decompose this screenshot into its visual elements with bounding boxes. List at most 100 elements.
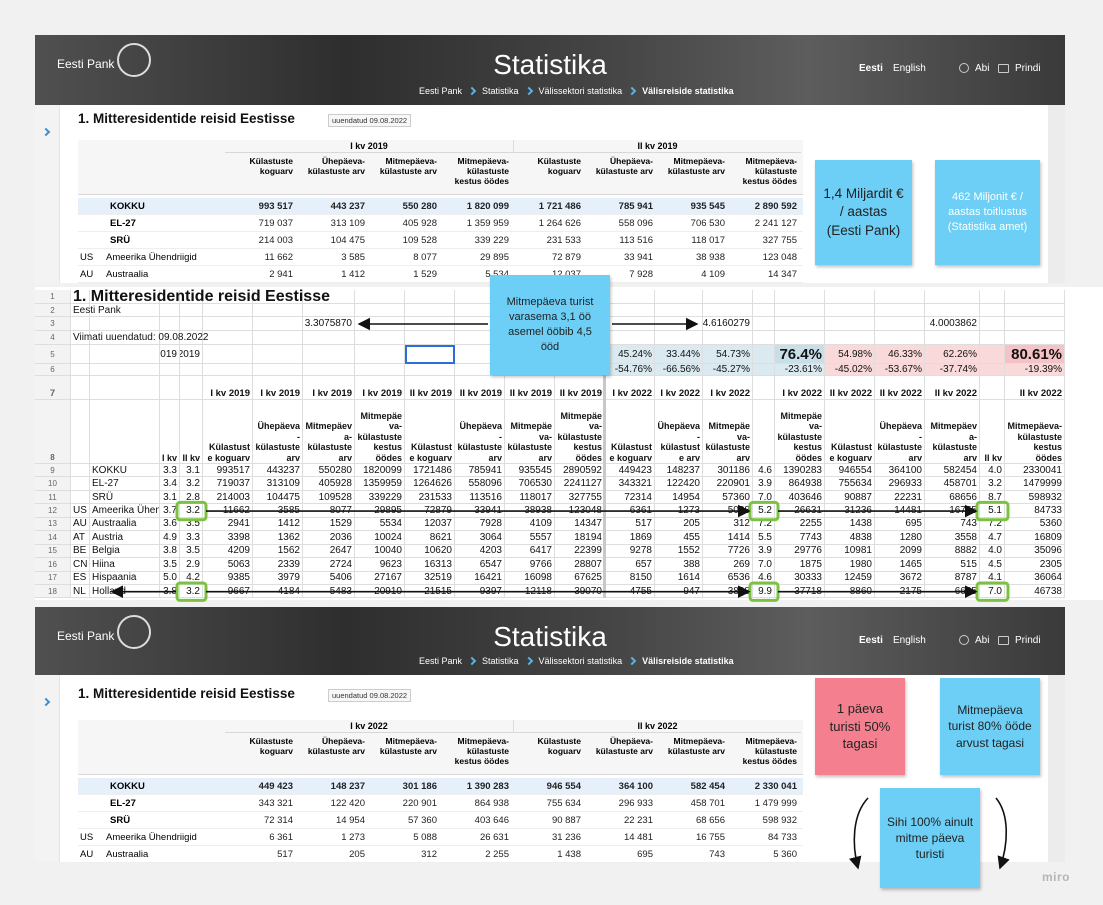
sheet-cell: 1438 — [825, 517, 875, 532]
sheet-header-cell — [180, 290, 203, 304]
row-label: SRÜ — [110, 815, 131, 826]
sheet-cell: 214003 — [203, 490, 253, 505]
breadcrumb-link[interactable]: Välissektori statistika — [538, 86, 623, 96]
row-label: EL-27 — [110, 798, 136, 809]
sheet-cell: 8860 — [825, 584, 875, 599]
sheet-cell: 6417 — [505, 544, 555, 559]
sheet-cell: 3.2 — [180, 477, 203, 491]
sheet-header-cell — [980, 304, 1005, 317]
table-cell: 29 895 — [479, 252, 509, 263]
breadcrumb-link[interactable]: Välisreiside statistika — [642, 656, 734, 666]
breadcrumb-separator — [524, 656, 533, 666]
sheet-header-cell: 3.3075870 — [303, 317, 355, 331]
sheet-cell: 2724 — [303, 558, 355, 572]
breadcrumb-link[interactable]: Välisreiside statistika — [642, 86, 734, 96]
sheet-header-cell: 76.4% — [775, 345, 825, 364]
sheet-header-cell — [703, 290, 753, 304]
sheet-cell: 2890592 — [555, 464, 605, 478]
sheet-cell: 231533 — [405, 490, 455, 505]
table-cell: 755 634 — [546, 798, 581, 809]
sheet-cell: 4203 — [455, 544, 505, 559]
breadcrumb-link[interactable]: Eesti Pank — [419, 86, 463, 96]
sheet-header-cell — [90, 317, 160, 331]
sheet-header-cell — [703, 331, 753, 345]
group-header: II kv 2019 — [513, 140, 801, 153]
sheet-header-cell — [980, 345, 1005, 364]
sheet-header-cell — [71, 400, 90, 464]
table-title: 1. Mitteresidentide reisid Eestisse — [78, 686, 295, 701]
row-number: 8 — [35, 400, 71, 464]
sheet-cell: Austraalia — [90, 517, 160, 532]
sheet-header-cell — [253, 345, 303, 364]
sheet-cell: 7928 — [455, 517, 505, 532]
sheet-header-cell — [1005, 317, 1065, 331]
sheet-cell: 16809 — [1005, 531, 1065, 545]
side-strip — [35, 105, 60, 283]
help-icon — [959, 635, 969, 645]
sheet-cell: 7.2 — [753, 517, 775, 532]
sheet-header-cell — [203, 317, 253, 331]
sheet-header-cell: II kv 2022 — [825, 376, 875, 400]
sheet-cell: 16313 — [405, 558, 455, 572]
sheet-cell: 36064 — [1005, 571, 1065, 585]
language-link[interactable]: English — [893, 635, 926, 646]
breadcrumb-link[interactable]: Eesti Pank — [419, 656, 463, 666]
sheet-cell: 9623 — [355, 558, 405, 572]
language-link[interactable]: Eesti — [859, 635, 883, 646]
sheet-header-cell — [875, 290, 925, 304]
sheet-header-cell: 45.24% — [605, 345, 655, 364]
sheet-cell: 755634 — [825, 477, 875, 491]
sheet-header-cell: Mitmepäeva-külastuste kestus öödes — [355, 400, 405, 464]
language-link[interactable]: Eesti — [859, 63, 883, 74]
sheet-header-cell — [160, 317, 180, 331]
table-cell: 946 554 — [546, 781, 581, 792]
sticky-note: Sihi 100% ainult mitme päeva turisti — [880, 788, 980, 888]
sheet-header-cell — [980, 317, 1005, 331]
breadcrumb-link[interactable]: Statistika — [482, 656, 519, 666]
row-number: 5 — [35, 345, 71, 364]
sheet-cell: 7.0 — [980, 584, 1005, 599]
table-cell: 22 231 — [623, 815, 653, 826]
column-header: Külastuste koguarv — [249, 156, 293, 176]
selected-cell[interactable] — [405, 345, 455, 364]
print-link[interactable]: Prindi — [1015, 63, 1041, 74]
sheet-cell: KOKKU — [90, 464, 160, 478]
table-cell: 2 890 592 — [754, 201, 797, 212]
sheet-cell: 6536 — [703, 571, 753, 585]
breadcrumb-link[interactable]: Statistika — [482, 86, 519, 96]
table-cell: 312 — [421, 849, 437, 860]
sheet-cell: AT — [71, 531, 90, 545]
table-cell: 113 516 — [619, 235, 653, 246]
sheet-header-cell: II kv 2019 — [455, 376, 505, 400]
sheet-cell: 458701 — [925, 477, 980, 491]
table-cell: 343 321 — [258, 798, 293, 809]
sheet-cell: 993517 — [203, 464, 253, 478]
country-code: US — [80, 252, 94, 263]
language-link[interactable]: English — [893, 63, 926, 74]
table-cell: 33 941 — [623, 252, 653, 263]
sheet-cell: 3.5 — [180, 544, 203, 559]
sheet-cell: 4.7 — [980, 531, 1005, 545]
column-header: Külastuste koguarv — [537, 736, 581, 756]
sheet-header-cell — [90, 364, 160, 376]
group-header: I kv 2022 — [225, 720, 513, 733]
sheet-cell: Ameerika Ühendriigid — [90, 504, 160, 518]
sheet-cell: 4.6 — [753, 571, 775, 585]
sheet-cell: 296933 — [875, 477, 925, 491]
sheet-cell: 16421 — [455, 571, 505, 585]
sheet-cell: 14954 — [655, 490, 703, 505]
sheet-cell: SRÜ — [90, 490, 160, 505]
sheet-header-cell — [875, 331, 925, 345]
sheet-cell: US — [71, 504, 90, 518]
sticky-note: Mitmepäeva turist 80% ööde arvust tagasi — [940, 678, 1040, 775]
help-link[interactable]: Abi — [975, 635, 990, 646]
print-link[interactable]: Prindi — [1015, 635, 1041, 646]
sheet-header-cell — [775, 290, 825, 304]
breadcrumb-link[interactable]: Välissektori statistika — [538, 656, 623, 666]
sheet-header-cell — [355, 331, 405, 345]
table-cell: 706 530 — [690, 218, 725, 229]
help-link[interactable]: Abi — [975, 63, 990, 74]
row-label: Ameerika Ühendriigid — [106, 252, 197, 263]
table-cell: 26 631 — [479, 832, 509, 843]
